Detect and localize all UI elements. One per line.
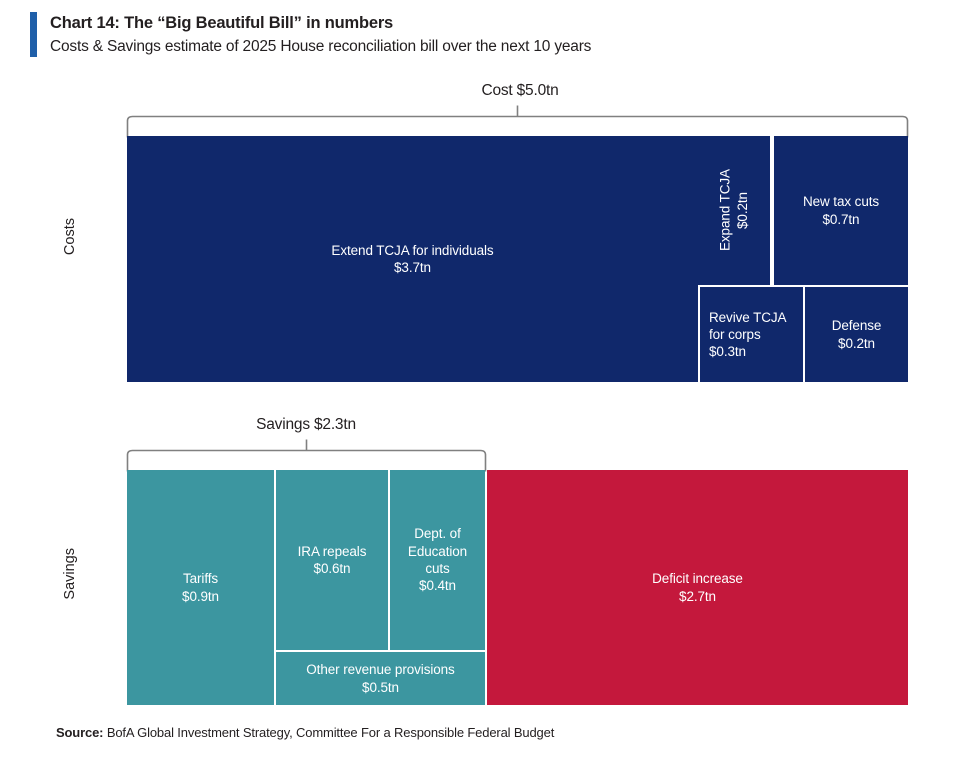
tile-revive-tcja-corps[interactable]: Revive TCJA for corps $0.3tn — [698, 285, 803, 382]
tile-dept-education-cuts[interactable]: Dept. of Education cuts $0.4tn — [388, 470, 485, 650]
tile-defense-value: $0.2tn — [838, 335, 875, 351]
tile-new-tax-cuts-text: New tax cuts $0.7tn — [798, 193, 884, 228]
accent-bar — [30, 12, 37, 57]
tile-tariffs-value: $0.9tn — [182, 588, 219, 604]
tile-expand-tcja-text: Expand TCJA $0.2tn — [717, 165, 752, 257]
source-prefix: Source: — [56, 725, 104, 740]
tile-deficit-increase-label: Deficit increase — [652, 571, 743, 587]
source-note: Source: BofA Global Investment Strategy,… — [56, 725, 554, 740]
tile-dept-education-cuts-text: Dept. of Education cuts $0.4tn — [390, 525, 485, 594]
tile-extend-tcja-label: Extend TCJA for individuals — [331, 242, 494, 258]
tile-extend-tcja-text: Extend TCJA for individuals $3.7tn — [326, 242, 498, 277]
tile-dept-education-cuts-label: Dept. of Education cuts — [407, 526, 468, 576]
tile-other-revenue-value: $0.5tn — [362, 679, 399, 695]
tile-dept-education-cuts-value: $0.4tn — [419, 578, 456, 594]
savings-total-label: Savings $2.3tn — [256, 416, 356, 433]
tile-defense-text: Defense $0.2tn — [827, 317, 887, 352]
tile-tariffs[interactable]: Tariffs $0.9tn — [127, 470, 274, 705]
chart-header: Chart 14: The “Big Beautiful Bill” in nu… — [30, 12, 930, 57]
tile-ira-repeals-label: IRA repeals — [297, 543, 367, 559]
tile-defense[interactable]: Defense $0.2tn — [803, 285, 908, 382]
tile-new-tax-cuts[interactable]: New tax cuts $0.7tn — [772, 136, 908, 285]
tile-new-tax-cuts-label: New tax cuts — [802, 194, 880, 210]
tile-new-tax-cuts-value: $0.7tn — [822, 211, 860, 227]
savings-bracket — [126, 439, 487, 472]
tile-defense-label: Defense — [831, 318, 882, 334]
tile-expand-tcja[interactable]: Expand TCJA $0.2tn — [698, 136, 772, 285]
title-block: Chart 14: The “Big Beautiful Bill” in nu… — [50, 12, 591, 57]
source-text: BofA Global Investment Strategy, Committ… — [106, 725, 555, 740]
tile-ira-repeals-value: $0.6tn — [313, 561, 351, 576]
tile-extend-tcja[interactable]: Extend TCJA for individuals $3.7tn — [127, 136, 698, 382]
chart-subtitle: Costs & Savings estimate of 2025 House r… — [50, 37, 592, 55]
tile-revive-tcja-corps-text: Revive TCJA for corps $0.3tn — [700, 309, 803, 361]
tile-revive-tcja-corps-value: $0.3tn — [709, 344, 746, 360]
tile-ira-repeals-text: IRA repeals $0.6tn — [293, 543, 372, 578]
tile-deficit-increase-text: Deficit increase $2.7tn — [647, 570, 748, 605]
tile-extend-tcja-value: $3.7tn — [394, 260, 431, 275]
tile-expand-tcja-label: Expand TCJA — [717, 169, 733, 252]
tile-other-revenue[interactable]: Other revenue provisions $0.5tn — [274, 650, 485, 705]
tile-revive-tcja-corps-label: Revive TCJA for corps — [709, 309, 786, 342]
tile-other-revenue-text: Other revenue provisions $0.5tn — [301, 661, 459, 696]
tile-tariffs-label: Tariffs — [182, 571, 219, 587]
tile-tariffs-text: Tariffs $0.9tn — [177, 570, 224, 605]
axis-label-costs: Costs — [62, 218, 78, 256]
page-title: Chart 14: The “Big Beautiful Bill” in nu… — [50, 14, 394, 32]
tile-deficit-increase-value: $2.7tn — [679, 588, 716, 604]
tile-ira-repeals[interactable]: IRA repeals $0.6tn — [274, 470, 388, 650]
cost-bracket — [126, 105, 909, 138]
tile-deficit-increase[interactable]: Deficit increase $2.7tn — [487, 470, 908, 705]
axis-label-savings: Savings — [62, 548, 78, 600]
tile-other-revenue-label: Other revenue provisions — [306, 662, 455, 678]
cost-total-label: Cost $5.0tn — [481, 82, 559, 99]
tile-expand-tcja-value: $0.2tn — [735, 192, 750, 229]
